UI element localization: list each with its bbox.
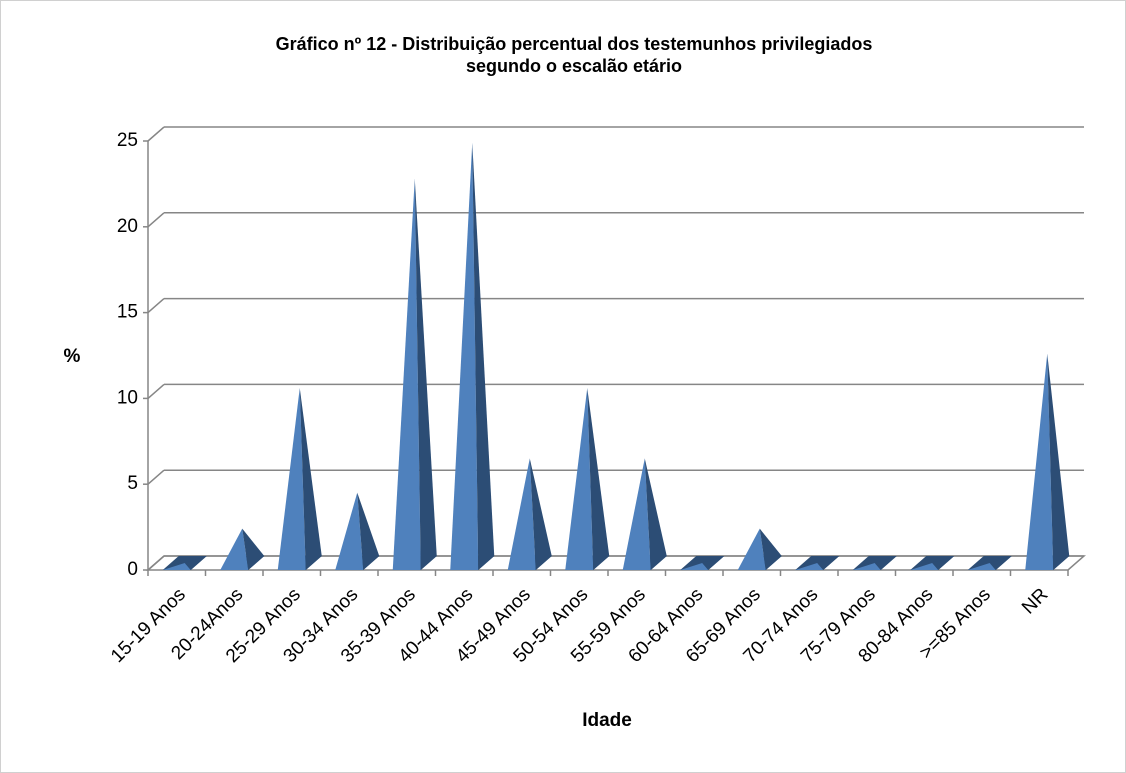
pyramid-face xyxy=(450,142,479,570)
pyramid-face xyxy=(242,528,265,570)
pyramid xyxy=(277,387,322,570)
pyramid-face xyxy=(414,178,437,570)
pyramid-face xyxy=(1047,353,1070,570)
pyramid xyxy=(680,556,725,570)
pyramid xyxy=(622,458,667,570)
pyramid-face xyxy=(277,387,306,570)
pyramid-face xyxy=(737,528,766,570)
pyramid-face xyxy=(357,492,380,570)
pyramid xyxy=(450,142,495,570)
pyramid xyxy=(220,528,265,570)
y-tick-label: 10 xyxy=(117,387,138,408)
pyramid-face xyxy=(220,528,249,570)
chart-title: Gráfico nº 12 - Distribuição percentual … xyxy=(276,34,873,54)
y-tick-label: 0 xyxy=(127,559,138,580)
grid-line xyxy=(147,212,165,228)
pyramid xyxy=(910,556,955,570)
pyramid-face xyxy=(817,556,840,570)
pyramid-face xyxy=(507,458,536,570)
pyramid-face xyxy=(989,556,1012,570)
pyramid-face xyxy=(622,458,651,570)
grid-line xyxy=(147,298,165,314)
pyramid xyxy=(565,387,610,570)
pyramid-face xyxy=(932,556,955,570)
grid-line xyxy=(147,383,165,399)
pyramid-face xyxy=(184,556,207,570)
pyramid-face xyxy=(299,387,322,570)
pyramid-face xyxy=(587,387,610,570)
pyramid-face xyxy=(874,556,897,570)
pyramid-face xyxy=(680,563,709,570)
pyramid-face xyxy=(910,563,939,570)
pyramid xyxy=(795,556,840,570)
pyramid xyxy=(1025,353,1070,570)
pyramid xyxy=(507,458,552,570)
y-tick-label: 15 xyxy=(117,302,138,323)
pyramid-face xyxy=(795,563,824,570)
pyramid xyxy=(392,178,437,570)
y-tick-label: 25 xyxy=(117,130,138,151)
chart-title: segundo o escalão etário xyxy=(466,56,682,76)
pyramid-face xyxy=(852,563,881,570)
x-axis-label: Idade xyxy=(582,710,632,731)
y-tick-label: 5 xyxy=(127,473,138,494)
y-axis-label: % xyxy=(64,346,81,367)
pyramid xyxy=(335,492,380,570)
pyramid-face xyxy=(565,387,594,570)
grid-line xyxy=(147,126,165,142)
pyramid xyxy=(162,556,207,570)
pyramid-face xyxy=(1025,353,1054,570)
pyramid xyxy=(852,556,897,570)
pyramid-face xyxy=(967,563,996,570)
pyramid-face xyxy=(529,458,552,570)
pyramid-face xyxy=(759,528,782,570)
pyramid xyxy=(967,556,1012,570)
pyramid-face xyxy=(335,492,364,570)
pyramid-face xyxy=(472,142,495,570)
pyramid-face xyxy=(644,458,667,570)
pyramid-face xyxy=(392,178,421,570)
pyramid-face xyxy=(162,563,191,570)
grid-line xyxy=(147,469,165,485)
y-tick-label: 20 xyxy=(117,216,138,237)
grid-line xyxy=(147,555,165,571)
pyramid xyxy=(737,528,782,570)
pyramid-face xyxy=(702,556,725,570)
